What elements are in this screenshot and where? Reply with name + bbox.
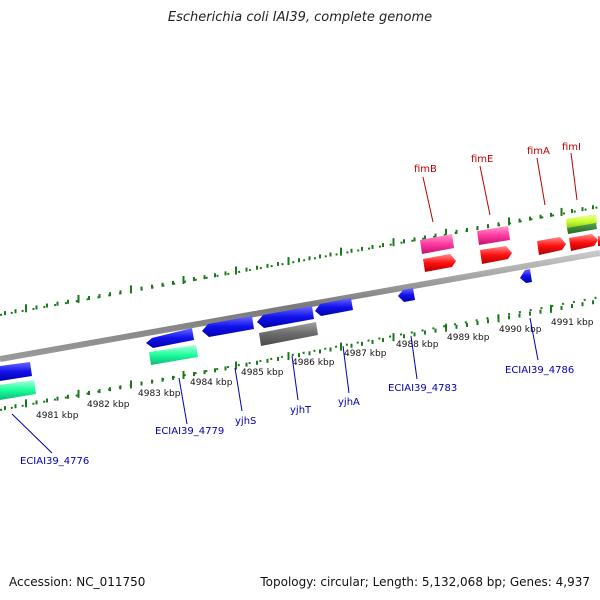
- gene-arrow[interactable]: [420, 234, 454, 254]
- gene-label-yjhS[interactable]: yjhS: [235, 416, 256, 427]
- gene-arrow[interactable]: [477, 226, 510, 245]
- bottom-track-ticks: [4, 300, 594, 411]
- gene-label-fimB[interactable]: fimB: [414, 164, 437, 175]
- gene-arrow[interactable]: [146, 328, 194, 348]
- gene-label-fimI[interactable]: fimI: [562, 142, 581, 153]
- gene-arrow[interactable]: [480, 246, 512, 264]
- kbp-label: 4981 kbp: [36, 411, 79, 421]
- gene-arrow[interactable]: [0, 362, 32, 381]
- kbp-label: 4987 kbp: [344, 349, 387, 359]
- map-title: Escherichia coli IAI39, complete genome: [167, 10, 433, 25]
- gene-arrow[interactable]: [0, 380, 36, 400]
- gene-label-yjhT[interactable]: yjhT: [290, 405, 312, 416]
- kbp-label: 4988 kbp: [396, 340, 439, 350]
- genome-summary-text: Topology: circular; Length: 5,132,068 bp…: [260, 575, 590, 589]
- gene-label-ECIAI39-4776[interactable]: ECIAI39_4776: [20, 456, 89, 467]
- gene-label-ECIAI39-4779[interactable]: ECIAI39_4779: [155, 426, 224, 437]
- kbp-label: 4991 kbp: [551, 318, 594, 328]
- kbp-label: 4985 kbp: [241, 368, 284, 378]
- top-callouts: [422, 152, 578, 223]
- accession-text: Accession: NC_011750: [9, 575, 146, 589]
- upper-genes: [420, 214, 600, 272]
- kbp-label: 4982 kbp: [87, 400, 130, 410]
- gene-arrow[interactable]: [149, 345, 198, 365]
- gene-arrow[interactable]: [423, 254, 456, 272]
- gene-arrow[interactable]: [257, 306, 314, 328]
- genome-backbone: [0, 250, 600, 362]
- lower-genes: [0, 269, 532, 400]
- kbp-label: 4984 kbp: [190, 378, 233, 388]
- kbp-label: 4983 kbp: [138, 389, 181, 399]
- gene-label-yjhA[interactable]: yjhA: [338, 397, 360, 408]
- kbp-label: 4989 kbp: [447, 333, 490, 343]
- bottom-callouts: [11, 317, 539, 454]
- gene-arrow[interactable]: [520, 269, 532, 283]
- kbp-label: 4986 kbp: [292, 358, 335, 368]
- gene-label-ECIAI39-4783[interactable]: ECIAI39_4783: [388, 383, 457, 394]
- gene-arrow[interactable]: [398, 288, 415, 302]
- gene-arrow[interactable]: [202, 316, 254, 337]
- top-track-ticks: [4, 205, 594, 316]
- kbp-label: 4990 kbp: [499, 325, 542, 335]
- gene-label-ECIAI39-4786[interactable]: ECIAI39_4786: [505, 365, 574, 376]
- gene-label-fimE[interactable]: fimE: [471, 154, 493, 165]
- gene-arrow[interactable]: [567, 223, 597, 234]
- gene-arrow[interactable]: [315, 298, 353, 316]
- gene-arrow[interactable]: [569, 234, 598, 251]
- gene-arrow[interactable]: [259, 322, 318, 346]
- gene-label-fimA[interactable]: fimA: [527, 146, 550, 157]
- gene-arrow[interactable]: [537, 237, 566, 255]
